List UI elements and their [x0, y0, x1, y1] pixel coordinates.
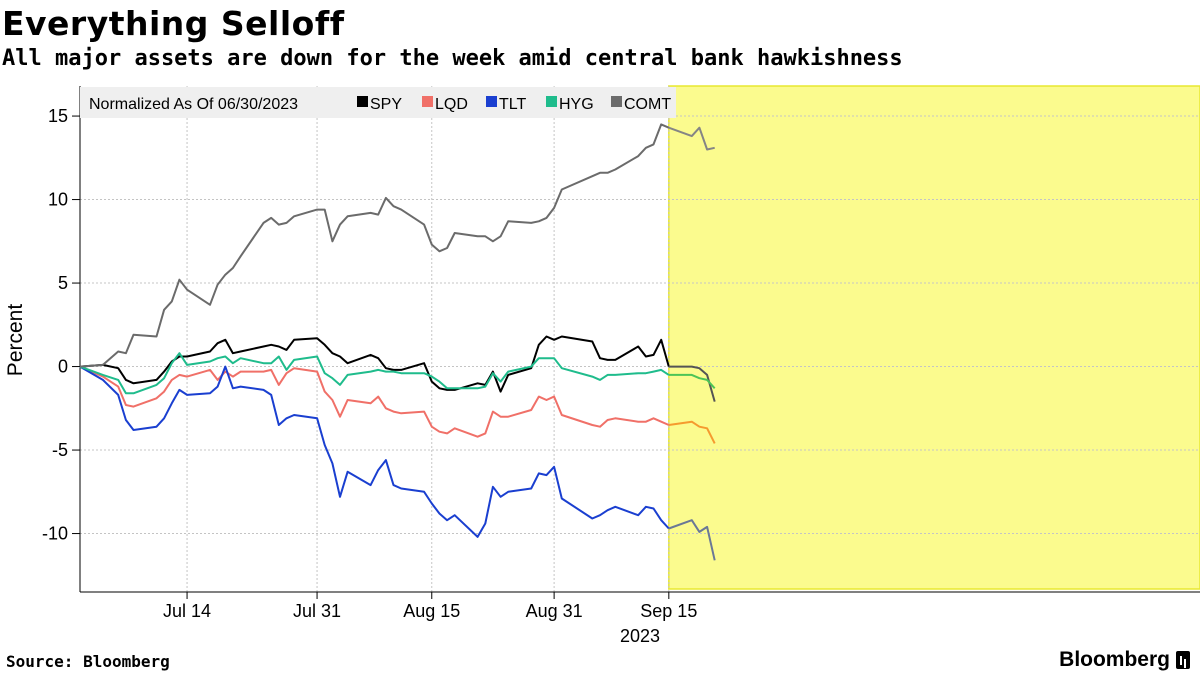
- legend-box: [80, 87, 676, 118]
- chart-subtitle: All major assets are down for the week a…: [2, 46, 903, 71]
- legend-label-spy: SPY: [370, 96, 402, 113]
- x-tick-label: Aug 15: [403, 601, 460, 621]
- legend-label-tlt: TLT: [499, 96, 526, 113]
- highlight-region: [668, 85, 1200, 590]
- series-line-lqd: [79, 365, 670, 438]
- x-tick-label: Sep 15: [640, 601, 697, 621]
- legend-swatch-spy: [357, 96, 368, 107]
- legend-label-hyg: HYG: [559, 96, 594, 113]
- series-line-hyg: [79, 352, 670, 395]
- legend-title: Normalized As Of 06/30/2023: [89, 96, 298, 113]
- legend-label-comt: COMT: [624, 96, 671, 113]
- legend-swatch-lqd: [422, 96, 433, 107]
- legend-swatch-tlt: [486, 96, 497, 107]
- series-line-lqd-highlighted: [668, 420, 716, 444]
- series-line-tlt-highlighted: [668, 519, 716, 561]
- legend-label-lqd: LQD: [435, 96, 468, 113]
- y-tick-label: 0: [58, 357, 68, 377]
- chart-title: Everything Selloff: [2, 4, 345, 43]
- x-tick-label: Jul 14: [163, 601, 211, 621]
- series-line-hyg-highlighted: [668, 373, 716, 389]
- legend-swatch-comt: [611, 96, 622, 107]
- series-line-spy: [79, 335, 670, 393]
- x-tick-label: Jul 31: [293, 601, 341, 621]
- x-axis-label: 2023: [620, 626, 660, 646]
- series-line-comt-highlighted: [668, 126, 715, 151]
- y-axis-label: Percent: [4, 304, 27, 377]
- series-line-tlt: [79, 365, 670, 538]
- y-tick-label: 15: [48, 106, 68, 126]
- legend-swatch-hyg: [546, 96, 557, 107]
- y-tick-label: -5: [52, 440, 68, 460]
- brand-logo: Bloomberg: [1059, 648, 1190, 672]
- x-tick-label: Aug 31: [526, 601, 583, 621]
- y-tick-label: -10: [42, 524, 68, 544]
- brand-name: Bloomberg: [1059, 648, 1170, 671]
- source-note: Source: Bloomberg: [6, 652, 170, 671]
- y-tick-label: 5: [58, 273, 68, 293]
- y-tick-label: 10: [48, 190, 68, 210]
- series-line-comt: [79, 123, 670, 368]
- bloomberg-terminal-icon: [1176, 651, 1190, 669]
